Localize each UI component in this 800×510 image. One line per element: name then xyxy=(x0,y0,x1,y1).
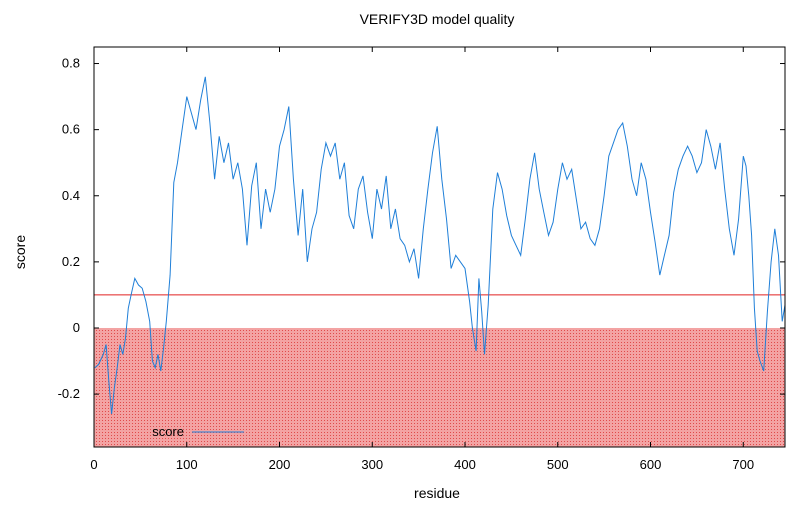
x-tick-label: 300 xyxy=(361,457,383,472)
plot-area xyxy=(93,46,786,448)
legend: score xyxy=(152,424,244,439)
x-tick-label: 100 xyxy=(176,457,198,472)
x-tick-label: 500 xyxy=(547,457,569,472)
y-tick-label: 0.2 xyxy=(62,254,80,269)
x-tick-label: 400 xyxy=(454,457,476,472)
score-series-line xyxy=(94,76,786,414)
y-axis: -0.2 0 0.2 0.4 0.6 0.8 xyxy=(58,56,785,401)
x-axis-title: residue xyxy=(414,485,460,501)
plot-frame xyxy=(93,46,786,448)
y-tick-label: 0 xyxy=(73,320,80,335)
legend-label: score xyxy=(152,424,184,439)
y-tick-label: 0.8 xyxy=(62,56,80,71)
y-tick-label: 0.6 xyxy=(62,122,80,137)
y-tick-label: -0.2 xyxy=(58,386,80,401)
negative-score-region xyxy=(94,327,785,447)
y-axis-title: score xyxy=(12,235,28,269)
x-axis: 0 100 200 300 400 500 600 700 xyxy=(90,47,754,472)
y-tick-label: 0.4 xyxy=(62,188,80,203)
x-tick-label: 600 xyxy=(640,457,662,472)
x-tick-label: 200 xyxy=(269,457,291,472)
chart-title: VERIFY3D model quality xyxy=(360,11,515,27)
x-tick-label: 0 xyxy=(90,457,97,472)
x-tick-label: 700 xyxy=(732,457,754,472)
